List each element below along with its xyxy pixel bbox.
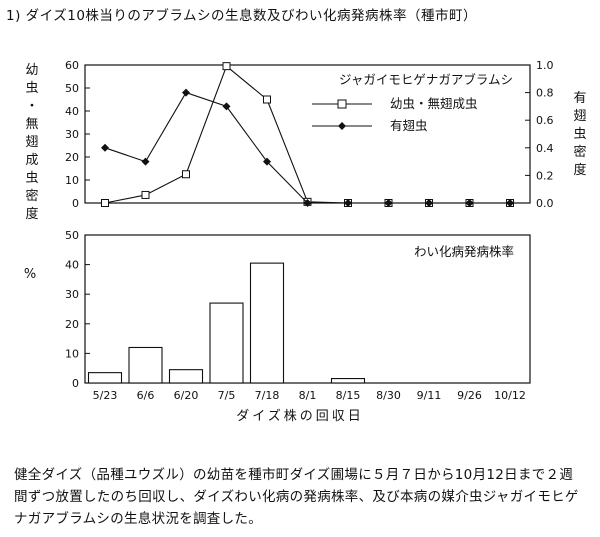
- series-winged-point: [303, 199, 312, 207]
- legend-label-winged: 有翅虫: [390, 118, 428, 133]
- legend-label-larvae: 幼虫・無翅成虫: [390, 96, 478, 111]
- right-tick-label: 1.0: [536, 59, 554, 72]
- ylabel-char: 密: [573, 144, 586, 160]
- bar: [87, 372, 123, 384]
- x-axis-label: ダイズ株の回収日: [236, 408, 364, 424]
- x-tick-label: 8/1: [299, 389, 317, 402]
- ylabel-char: ・: [25, 99, 38, 114]
- left-tick-label: 40: [65, 105, 79, 118]
- line-series-winged: [101, 88, 514, 207]
- bar-chart-frame: [84, 234, 531, 384]
- bar: [249, 262, 285, 384]
- ylabel-char: 翅: [25, 134, 38, 150]
- series-larvae-point: [182, 170, 190, 179]
- bar: [128, 346, 163, 384]
- bar-left-axis: 0 10 20 30 40 50: [65, 229, 90, 390]
- legend-marker-larvae: [337, 99, 347, 109]
- x-tick-label: 7/5: [218, 389, 236, 402]
- right-tick-label: 0.4: [536, 142, 554, 155]
- x-tick-label: 6/6: [137, 389, 155, 402]
- ylabel-char: 虫: [25, 81, 38, 96]
- series-larvae-point: [101, 199, 109, 207]
- bar-tick-label: 40: [65, 259, 79, 272]
- left-tick-label: 10: [65, 174, 79, 187]
- left-tick-label: 60: [65, 59, 79, 72]
- bar-tick-label: 10: [65, 347, 79, 360]
- bar-tick-label: 50: [65, 229, 79, 242]
- bar-chart-title: わい化病発病株率: [414, 244, 514, 259]
- bar: [330, 378, 366, 384]
- series-winged-point: [222, 102, 231, 111]
- ylabel-char: 無: [25, 117, 38, 132]
- bar-tick-label: 20: [65, 318, 79, 331]
- x-tick-label: 9/26: [457, 389, 482, 402]
- ylabel-char: 有: [573, 91, 586, 106]
- series-larvae-point: [263, 95, 271, 104]
- ylabel-char: 幼: [25, 63, 38, 78]
- ylabel-char: 翅: [573, 108, 586, 124]
- line-chart-title: ジャガイモヒゲナガアブラムシ: [339, 72, 513, 87]
- bar-tick-label: 30: [65, 288, 79, 301]
- line-legend: 幼虫・無翅成虫 有翅虫: [312, 96, 478, 133]
- ylabel-char: 度: [573, 162, 586, 178]
- left-tick-label: 30: [65, 128, 79, 141]
- series-winged-point: [263, 157, 271, 166]
- series-winged-point: [425, 199, 433, 207]
- line-right-axis: 0.0 0.2 0.4 0.6 0.8 1.0: [525, 59, 554, 210]
- left-tick-label: 50: [65, 82, 79, 95]
- ylabel-char: 度: [25, 206, 38, 222]
- bar-ylabel: %: [24, 267, 36, 282]
- x-tick-label: 7/18: [255, 389, 280, 402]
- ylabel-char: 成: [25, 153, 38, 168]
- bar: [168, 369, 204, 384]
- x-axis-ticks: 5/23 6/6 6/20 7/5 7/18 8/1 8/15 8/30 9/11 9/26 10/…: [93, 389, 526, 402]
- x-tick-label: 6/20: [174, 389, 199, 402]
- series-larvae-point: [222, 62, 231, 71]
- bar-series: [87, 262, 366, 384]
- right-tick-label: 0.8: [536, 87, 554, 100]
- series-winged-point: [344, 199, 352, 207]
- x-tick-label: 9/11: [417, 389, 442, 402]
- series-winged-point: [182, 88, 190, 97]
- page-title: 1) ダイズ10株当りのアブラムシの生息数及びわい化病発病株率（種市町）: [6, 8, 478, 24]
- series-winged-point: [465, 199, 474, 207]
- ylabel-char: 密: [25, 188, 38, 204]
- line-left-axis: 0 10 20 30 40 50 60: [65, 59, 90, 210]
- x-tick-label: 10/12: [494, 389, 526, 402]
- right-tick-label: 0.2: [536, 169, 554, 182]
- series-winged-point: [141, 157, 150, 166]
- right-tick-label: 0.6: [536, 114, 554, 127]
- ylabel-char: 虫: [25, 171, 38, 186]
- right-tick-label: 0.0: [536, 197, 554, 210]
- series-larvae-point: [141, 190, 150, 199]
- x-tick-label: 8/30: [376, 389, 401, 402]
- bar-tick-label: 0: [72, 377, 79, 390]
- x-tick-label: 5/23: [93, 389, 118, 402]
- series-winged-point: [101, 143, 109, 152]
- ylabel-char: 虫: [573, 127, 586, 142]
- series-winged-point: [384, 199, 393, 207]
- left-tick-label: 20: [65, 151, 79, 164]
- left-tick-label: 0: [72, 197, 79, 210]
- bar: [209, 302, 244, 384]
- footnote: 健全ダイズ（品種ユウズル）の幼苗を種市町ダイズ圃場に５月７日から10月12日まで…: [14, 467, 579, 527]
- series-winged-point: [506, 199, 514, 207]
- x-tick-label: 8/15: [336, 389, 361, 402]
- legend-marker-winged: [338, 122, 346, 130]
